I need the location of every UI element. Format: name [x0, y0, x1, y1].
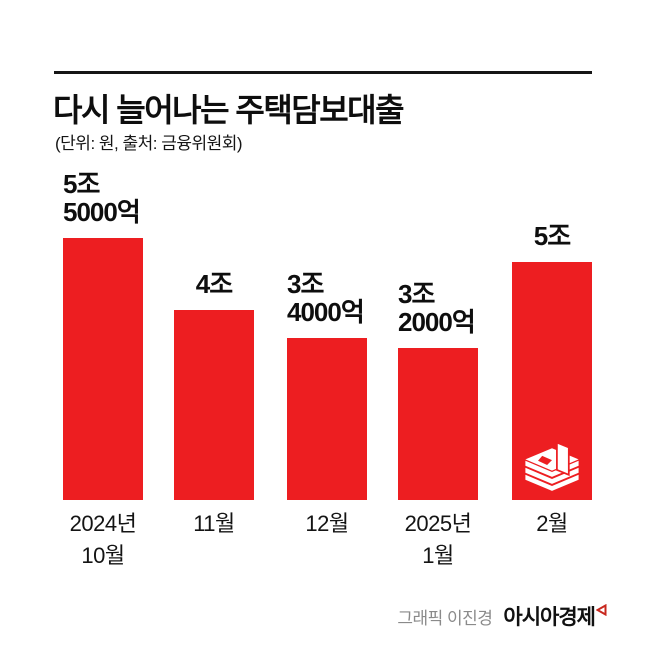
value-label-4: 3조 2000억	[398, 279, 476, 337]
category-label-4: 2025년 1월	[404, 511, 472, 568]
brand-logo: 아시아경제	[503, 598, 607, 631]
chart-title: 다시 늘어나는 주택담보대출	[53, 92, 405, 128]
chart-subtitle: (단위: 원, 출처: 금융위원회)	[55, 134, 243, 153]
brand-name: 아시아경제	[503, 606, 596, 629]
value-label-2: 4조	[195, 268, 233, 299]
category-label-3: 12월	[305, 511, 349, 536]
bar-1	[63, 238, 143, 500]
bar-5	[512, 262, 592, 500]
credit-footer: 그래픽 이진경 아시아경제	[397, 598, 607, 631]
title-rule	[54, 71, 592, 74]
bar-2	[174, 310, 254, 500]
brand-mark-icon	[595, 598, 607, 621]
credit-text: 그래픽 이진경	[397, 609, 493, 628]
category-label-1: 2024년 10월	[69, 511, 137, 568]
value-label-3: 3조 4000억	[287, 269, 365, 327]
category-label-5: 2월	[536, 511, 568, 536]
value-label-5: 5조	[533, 220, 571, 251]
bar-3	[287, 338, 367, 500]
value-label-1: 5조 5000억	[63, 169, 141, 227]
cash-bundle-icon	[525, 441, 579, 491]
bar-4	[398, 348, 478, 500]
category-label-2: 11월	[193, 511, 235, 536]
